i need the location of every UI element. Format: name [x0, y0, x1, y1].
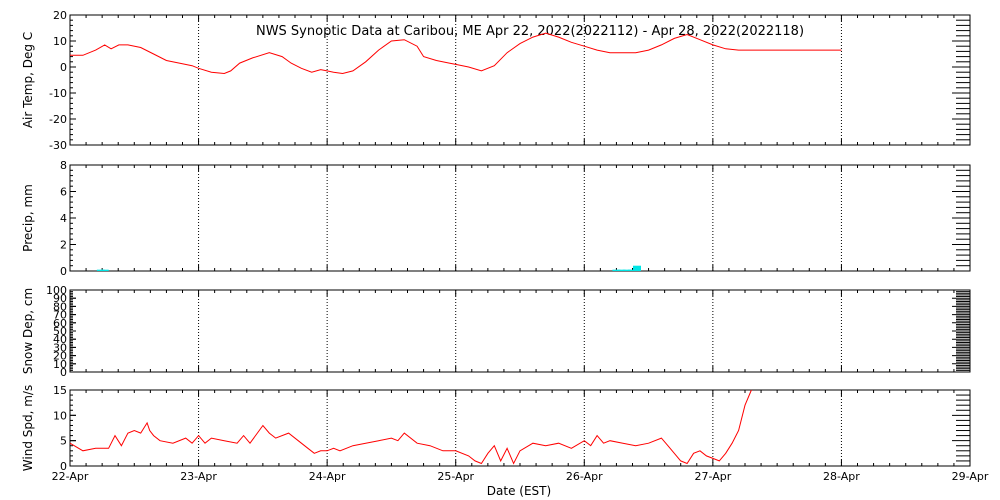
precip-bar [622, 269, 631, 271]
x-tick-label: 23-Apr [180, 470, 217, 483]
x-tick-label: 29-Apr [952, 470, 989, 483]
y-axis-label: Wind Spd, m/s [21, 385, 35, 471]
panel-0: -30 -20 -10 0 10 20 Air Temp, Deg C [21, 9, 971, 152]
x-tick-label: 22-Apr [52, 470, 89, 483]
precip-bar [633, 265, 641, 271]
y-tick-label: 20 [53, 350, 67, 363]
y-tick-label: 10 [53, 358, 67, 371]
panel-1: 0 2 4 6 8 Precip, mm [21, 159, 971, 278]
y-tick-label: 5 [60, 435, 67, 448]
precip-bar [627, 269, 636, 271]
y-tick-label: 20 [53, 9, 67, 22]
y-tick-label: 0 [60, 265, 67, 278]
precip-bar [617, 269, 626, 271]
y-tick-label: 0 [60, 460, 67, 473]
x-tick-label: 26-Apr [566, 470, 603, 483]
wind-series-line [69, 389, 752, 465]
x-tick-label: 27-Apr [694, 470, 731, 483]
y-tick-label: 4 [60, 212, 67, 225]
y-tick-label: 6 [60, 186, 67, 199]
precip-bar [100, 269, 109, 271]
y-axis-label: Snow Dep, cm [21, 288, 35, 374]
y-tick-label: 0 [60, 61, 67, 74]
y-tick-label: 2 [60, 239, 67, 252]
y-tick-label: -20 [49, 113, 67, 126]
panel-frame [69, 389, 971, 467]
temp-series-line [70, 32, 842, 75]
panel-3: 0 5 10 15 Wind Spd, m/s [21, 384, 971, 473]
chart-title: NWS Synoptic Data at Caribou, ME Apr 22,… [256, 24, 804, 39]
x-tick-label: 24-Apr [309, 470, 346, 483]
y-tick-label: 15 [53, 384, 67, 397]
y-tick-label: 70 [53, 309, 67, 322]
y-tick-label: 10 [53, 35, 67, 48]
x-tick-label: 25-Apr [437, 470, 474, 483]
y-tick-label: 100 [46, 284, 67, 297]
y-tick-label: 90 [53, 292, 67, 305]
y-tick-label: 0 [60, 366, 67, 379]
y-tick-label: 10 [53, 409, 67, 422]
y-tick-label: 8 [60, 159, 67, 172]
y-tick-label: 80 [53, 300, 67, 313]
panel-frame [69, 164, 971, 272]
y-axis-label: Precip, mm [21, 184, 35, 252]
y-axis-label: Air Temp, Deg C [21, 32, 35, 128]
panel-frame [69, 289, 971, 373]
y-tick-label: 50 [53, 325, 67, 338]
y-tick-label: -10 [49, 87, 67, 100]
y-tick-label: 40 [53, 333, 67, 346]
x-tick-label: 28-Apr [823, 470, 860, 483]
y-tick-label: -30 [49, 139, 67, 152]
precip-bar [612, 269, 621, 271]
x-axis-label: Date (EST) [487, 484, 551, 498]
y-tick-label: 30 [53, 341, 67, 354]
y-tick-label: 60 [53, 317, 67, 330]
